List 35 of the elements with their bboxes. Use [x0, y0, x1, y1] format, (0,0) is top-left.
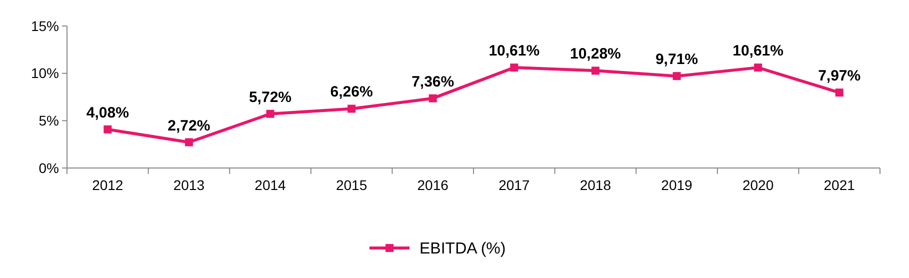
- point: [591, 66, 600, 75]
- data-label: 9,71%: [655, 51, 698, 68]
- data-label: 7,97%: [818, 68, 861, 85]
- legend-label: EBITDA (%): [420, 240, 506, 258]
- point: [754, 64, 762, 72]
- x-tick-label: 2020: [742, 177, 774, 193]
- x-tick-label: 2018: [580, 177, 612, 193]
- point: [104, 125, 112, 134]
- y-tick-label: 0%: [38, 160, 59, 176]
- data-label: 10,61%: [488, 42, 540, 60]
- data-label: 7,36%: [412, 73, 454, 90]
- point: [835, 88, 844, 97]
- x-tick-label: 2017: [498, 177, 530, 193]
- data-label: 6,26%: [330, 84, 373, 101]
- point: [510, 64, 518, 72]
- data-label: 10,28%: [570, 46, 621, 63]
- y-tick-label: 5%: [38, 112, 59, 129]
- x-tick-label: 2013: [173, 177, 205, 193]
- data-label: 4,08%: [86, 104, 129, 122]
- x-tick-label: 2015: [336, 177, 368, 193]
- data-label: 2,72%: [168, 117, 210, 134]
- point: [184, 138, 193, 146]
- point: [348, 104, 356, 113]
- data-label: 5,72%: [248, 88, 292, 106]
- y-tick-label: 10%: [30, 65, 59, 82]
- x-tick-label: 2014: [254, 177, 286, 193]
- point: [672, 72, 681, 80]
- y-tick-label: 15%: [30, 18, 59, 34]
- x-tick-label: 2021: [824, 177, 856, 193]
- x-tick-label: 2012: [92, 177, 124, 193]
- point: [428, 94, 437, 102]
- x-tick-label: 2016: [417, 177, 449, 193]
- x-tick-label: 2019: [661, 177, 693, 193]
- point: [266, 110, 274, 118]
- data-label: 10,61%: [732, 42, 784, 60]
